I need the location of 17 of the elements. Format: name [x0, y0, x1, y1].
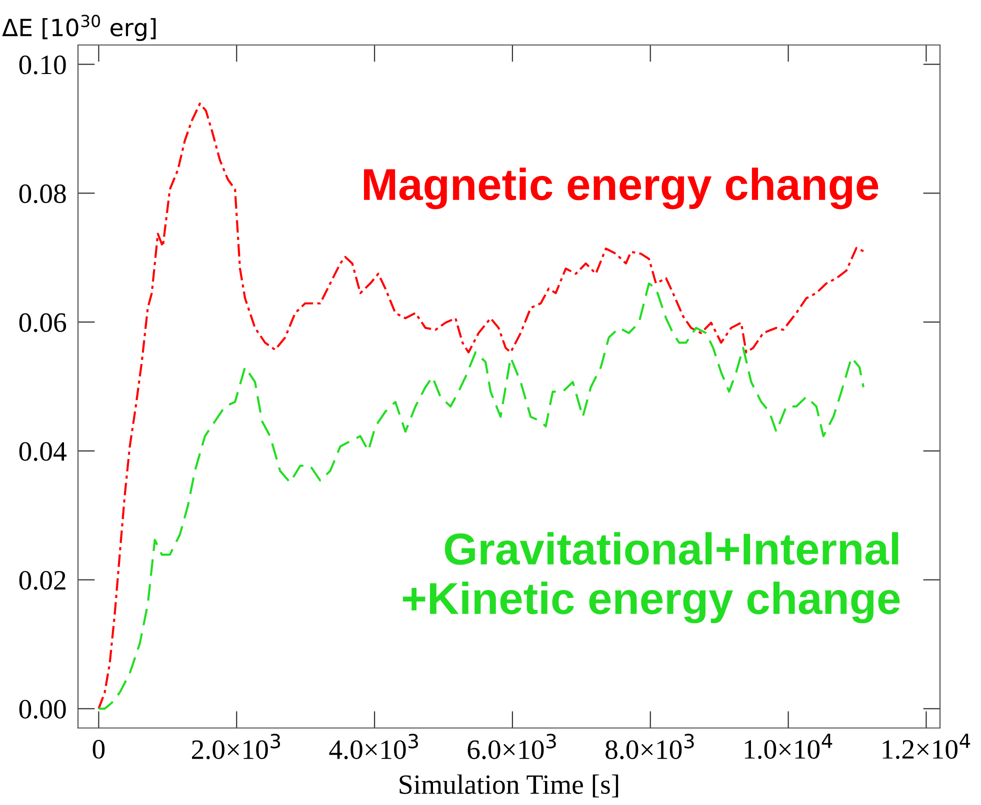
- x-tick-label: 8.0×10$^{3}$: [606, 734, 694, 760]
- y-tick-label: 0.10: [19, 55, 66, 74]
- x-tick-label: 6.0×10$^{3}$: [468, 734, 556, 760]
- y-tick-label: 0.04: [19, 442, 66, 461]
- x-tick-label: 4.0×10$^{3}$: [329, 734, 418, 760]
- series-label: Gravitational+Internal +Kinetic energy change: [402, 532, 900, 624]
- series-label: Magnetic energy change: [364, 168, 878, 210]
- x-axis-title: Simulation Time [s]: [400, 774, 618, 798]
- x-tick-label: 1.2×10$^{4}$: [882, 734, 970, 759]
- y-tick-label: 0.06: [19, 313, 66, 332]
- x-tick-label: 0: [92, 740, 105, 759]
- y-axis-title: ΔE [10$^{30}$ erg]: [2, 14, 156, 41]
- y-tick-label: 0.08: [19, 184, 66, 204]
- y-tick-label: 0.00: [19, 700, 66, 719]
- x-tick-label: 2.0×10$^{3}$: [192, 734, 280, 760]
- x-tick-label: 1.0×10$^{4}$: [744, 734, 832, 759]
- y-tick-label: 0.02: [19, 570, 66, 590]
